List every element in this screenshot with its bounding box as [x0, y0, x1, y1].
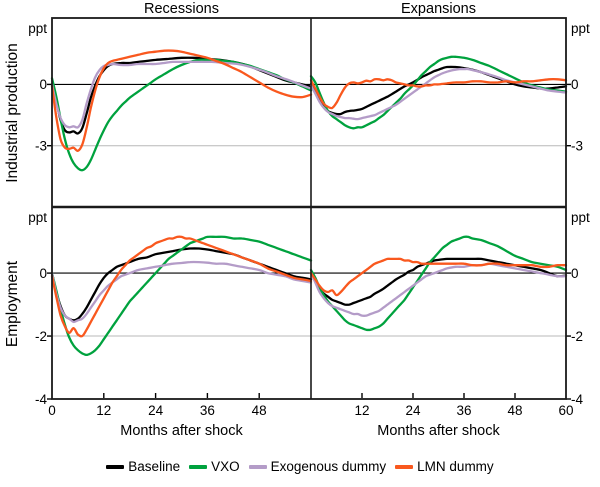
- legend-swatch-baseline-icon: [106, 464, 125, 469]
- x-tick-label: 60: [558, 403, 573, 418]
- y-unit-label: ppt: [28, 21, 47, 36]
- y-tick-label: 0: [571, 266, 579, 281]
- x-tick-label: 24: [148, 403, 164, 418]
- series-line-vxo: [50, 235, 313, 357]
- row-title-industrial-production: Industrial production: [4, 43, 21, 183]
- series-line-baseline: [50, 56, 313, 135]
- legend-swatch-exogenous-dummy-icon: [248, 464, 267, 469]
- legend-item-baseline: Baseline: [106, 459, 180, 474]
- legend-item-lmn-dummy: LMN dummy: [395, 459, 494, 474]
- y-unit-label: ppt: [28, 210, 47, 225]
- y-tick-label: -3: [571, 139, 583, 154]
- series-line-exogenous-dummy: [309, 262, 568, 317]
- series-line-vxo: [309, 55, 568, 130]
- y-unit-label: ppt: [571, 21, 590, 36]
- series-line-exogenous-dummy: [50, 60, 313, 129]
- column-title-recessions: Recessions: [144, 1, 219, 17]
- legend-label-lmn-dummy: LMN dummy: [417, 459, 494, 474]
- legend-item-exogenous-dummy: Exogenous dummy: [248, 459, 387, 474]
- legend-label-exogenous-dummy: Exogenous dummy: [270, 459, 387, 474]
- x-tick-label: 48: [252, 403, 267, 418]
- y-tick-label: -4: [571, 392, 583, 407]
- legend: Baseline VXO Exogenous dummy LMN dummy: [0, 459, 600, 474]
- series-line-lmn-dummy: [309, 77, 568, 110]
- legend-swatch-vxo-icon: [189, 464, 208, 469]
- series-line-lmn-dummy: [309, 257, 568, 297]
- x-tick-label: 0: [48, 403, 56, 418]
- x-tick-label: 36: [456, 403, 471, 418]
- row-title-employment: Employment: [4, 260, 21, 348]
- x-axis-label-right: Months after shock: [377, 423, 500, 439]
- legend-label-baseline: Baseline: [128, 459, 181, 474]
- series-line-exogenous-dummy: [309, 67, 568, 121]
- y-tick-label: -4: [35, 392, 47, 407]
- x-tick-label: 12: [354, 403, 369, 418]
- legend-label-vxo: VXO: [211, 459, 240, 474]
- y-tick-label: -2: [571, 329, 583, 344]
- x-tick-label: 48: [507, 403, 522, 418]
- panel-border: [51, 17, 567, 400]
- legend-swatch-lmn-dummy-icon: [395, 464, 414, 469]
- x-axis-label-left: Months after shock: [120, 423, 243, 439]
- y-tick-label: -3: [35, 139, 47, 154]
- series-line-baseline: [309, 257, 568, 306]
- x-tick-label: 12: [96, 403, 111, 418]
- column-title-expansions: Expansions: [401, 1, 476, 17]
- series-line-exogenous-dummy: [50, 260, 313, 324]
- y-tick-label: 0: [571, 77, 579, 92]
- series-line-lmn-dummy: [50, 235, 313, 338]
- y-tick-label: 0: [39, 77, 47, 92]
- y-unit-label: ppt: [571, 210, 590, 225]
- x-tick-label: 24: [405, 403, 421, 418]
- series-line-lmn-dummy: [50, 49, 313, 152]
- x-tick-label: 36: [200, 403, 215, 418]
- y-tick-label: 0: [39, 266, 47, 281]
- y-tick-label: -2: [35, 329, 47, 344]
- legend-item-vxo: VXO: [189, 459, 240, 474]
